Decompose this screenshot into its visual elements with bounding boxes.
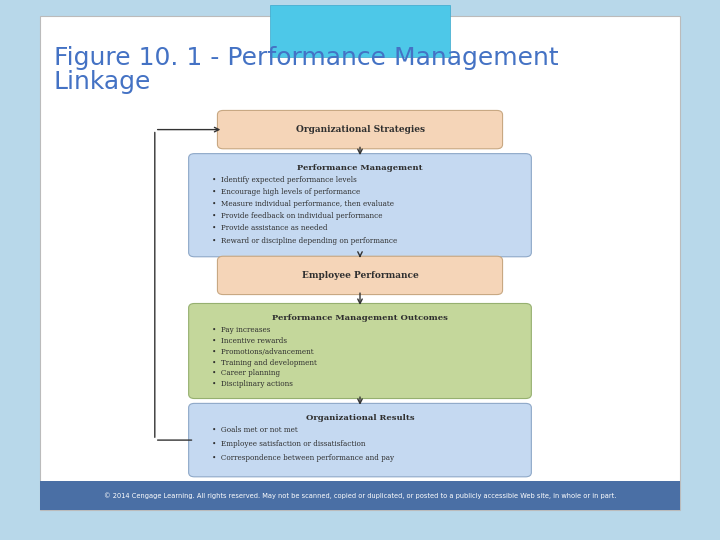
Text: •  Disciplinary actions: • Disciplinary actions: [212, 380, 293, 388]
Text: •  Correspondence between performance and pay: • Correspondence between performance and…: [212, 454, 395, 462]
Text: Linkage: Linkage: [54, 70, 151, 94]
FancyBboxPatch shape: [217, 256, 503, 295]
FancyBboxPatch shape: [40, 16, 680, 510]
Text: •  Identify expected performance levels: • Identify expected performance levels: [212, 176, 357, 184]
Text: •  Measure individual performance, then evaluate: • Measure individual performance, then e…: [212, 200, 395, 208]
Text: •  Employee satisfaction or dissatisfaction: • Employee satisfaction or dissatisfacti…: [212, 440, 366, 448]
FancyBboxPatch shape: [189, 403, 531, 477]
Text: •  Goals met or not met: • Goals met or not met: [212, 426, 298, 434]
Text: Performance Management: Performance Management: [297, 164, 423, 172]
Text: •  Reward or discipline depending on performance: • Reward or discipline depending on perf…: [212, 237, 397, 245]
Text: •  Pay increases: • Pay increases: [212, 326, 271, 334]
Text: Employee Performance: Employee Performance: [302, 271, 418, 280]
FancyBboxPatch shape: [270, 5, 450, 57]
Text: Organizational Strategies: Organizational Strategies: [295, 125, 425, 134]
FancyBboxPatch shape: [189, 303, 531, 399]
Text: Organizational Results: Organizational Results: [306, 414, 414, 422]
Text: •  Encourage high levels of performance: • Encourage high levels of performance: [212, 188, 361, 197]
Text: •  Provide assistance as needed: • Provide assistance as needed: [212, 225, 328, 233]
Text: •  Career planning: • Career planning: [212, 369, 281, 377]
Text: •  Training and development: • Training and development: [212, 359, 318, 367]
FancyBboxPatch shape: [40, 481, 680, 510]
Text: •  Provide feedback on individual performance: • Provide feedback on individual perform…: [212, 212, 383, 220]
FancyBboxPatch shape: [217, 110, 503, 148]
Text: Figure 10. 1 - Performance Management: Figure 10. 1 - Performance Management: [54, 46, 559, 70]
Text: •  Incentive rewards: • Incentive rewards: [212, 337, 287, 345]
Text: Performance Management Outcomes: Performance Management Outcomes: [272, 314, 448, 322]
Text: © 2014 Cengage Learning. All rights reserved. May not be scanned, copied or dupl: © 2014 Cengage Learning. All rights rese…: [104, 492, 616, 499]
FancyBboxPatch shape: [189, 153, 531, 257]
Text: •  Promotions/advancement: • Promotions/advancement: [212, 348, 314, 356]
